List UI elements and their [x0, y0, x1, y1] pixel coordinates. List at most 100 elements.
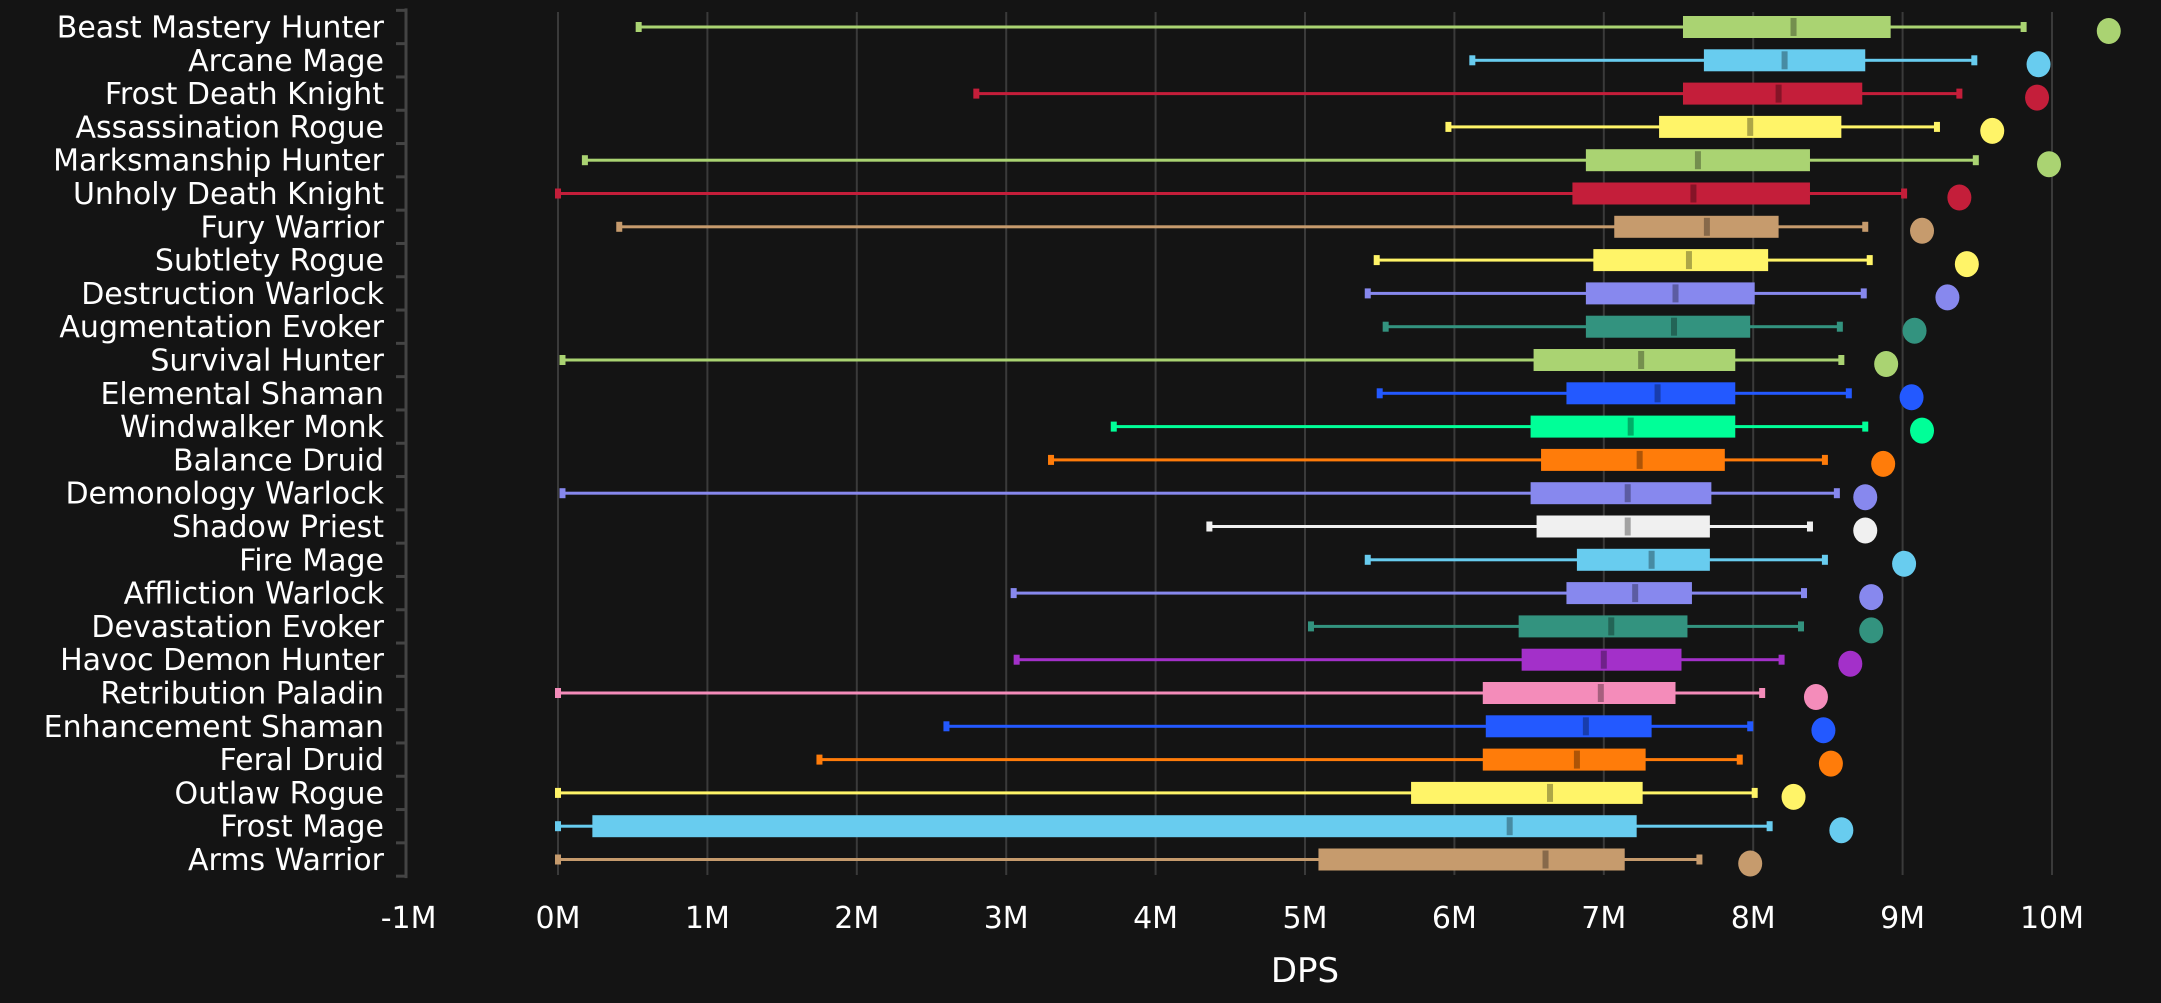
- median-marker: [1747, 117, 1754, 136]
- box-group: [616, 215, 1935, 244]
- whisker-min-cap: [1048, 454, 1055, 465]
- outlier-point: [1853, 517, 1878, 544]
- whisker: [976, 92, 1960, 96]
- y-tick-label: Unholy Death Knight: [73, 177, 384, 212]
- median-marker: [1600, 650, 1607, 669]
- whisker: [638, 25, 2024, 29]
- whisker-min-cap: [559, 488, 566, 499]
- box-group: [555, 682, 1828, 710]
- median-marker: [1690, 184, 1697, 203]
- outlier-point: [1902, 317, 1927, 344]
- x-tick-label: 3M: [984, 901, 1029, 936]
- median-marker: [1648, 550, 1655, 569]
- outlier-point: [1954, 251, 1979, 278]
- whisker-max-cap: [1806, 521, 1813, 532]
- y-tick-label: Windwalker Monk: [120, 410, 385, 445]
- x-tick-label: 10M: [2020, 901, 2084, 936]
- y-tick-label: Affliction Warlock: [124, 577, 385, 612]
- outlier-point: [2037, 151, 2062, 178]
- median-marker: [1694, 151, 1701, 170]
- box-group: [973, 82, 2050, 111]
- median-marker: [1685, 251, 1692, 270]
- box-group: [1048, 448, 1896, 477]
- median-marker: [1506, 817, 1513, 836]
- median-marker: [1624, 484, 1631, 503]
- iqr-box: [1566, 582, 1692, 605]
- outlier-point: [1899, 384, 1924, 411]
- median-marker: [1608, 617, 1615, 636]
- outlier-point: [1803, 684, 1828, 710]
- whisker: [1113, 425, 1866, 429]
- box-group: [1373, 249, 1979, 278]
- whisker-max-cap: [1766, 821, 1773, 832]
- outlier-point: [2026, 51, 2051, 78]
- whisker-max-cap: [1759, 688, 1766, 698]
- whisker-max-cap: [1751, 787, 1758, 798]
- y-tick-label: Destruction Warlock: [81, 277, 384, 312]
- outlier-point: [1853, 484, 1878, 511]
- iqr-box: [1682, 82, 1863, 105]
- box-group: [555, 815, 1854, 844]
- y-tick-label: Marksmanship Hunter: [53, 144, 385, 179]
- whisker-min-cap: [1307, 621, 1314, 632]
- iqr-box: [1485, 715, 1652, 738]
- whisker-min-cap: [1110, 421, 1117, 432]
- gridlines: [557, 12, 2053, 875]
- x-tick-label: 2M: [834, 901, 879, 936]
- x-tick-label: 1M: [685, 901, 730, 936]
- x-tick-label: 5M: [1283, 901, 1328, 936]
- x-tick-label: 6M: [1432, 901, 1477, 936]
- median-marker: [1624, 517, 1631, 536]
- whisker: [558, 858, 1700, 861]
- y-tick-label: Feral Druid: [220, 743, 385, 778]
- whisker-max-cap: [1845, 388, 1852, 399]
- whisker-max-cap: [1862, 421, 1869, 432]
- iqr-box: [1318, 848, 1625, 871]
- whisker-min-cap: [559, 355, 566, 365]
- iqr-box: [592, 815, 1637, 838]
- x-tick-label: 9M: [1880, 901, 1925, 936]
- whisker-max-cap: [1838, 355, 1845, 365]
- iqr-box: [1593, 249, 1769, 272]
- y-tick-label: Arms Warrior: [188, 843, 385, 878]
- iqr-box: [1682, 16, 1891, 38]
- median-marker: [1671, 317, 1678, 336]
- whisker-max-cap: [1696, 854, 1703, 865]
- whisker: [1051, 458, 1825, 462]
- median-marker: [1573, 750, 1580, 769]
- whisker-max-cap: [1860, 288, 1867, 299]
- median-marker: [1542, 850, 1549, 869]
- y-tick-label: Balance Druid: [173, 443, 384, 478]
- whisker-max-cap: [1778, 654, 1785, 665]
- median-marker: [1654, 384, 1661, 403]
- whisker-max-cap: [1971, 55, 1978, 66]
- outlier-point: [1935, 284, 1960, 311]
- median-marker: [1672, 284, 1679, 303]
- boxes: [555, 16, 2121, 877]
- box-group: [581, 149, 2062, 178]
- y-tick-label: Devastation Evoker: [91, 610, 384, 645]
- whisker-max-cap: [1798, 621, 1805, 632]
- median-marker: [1781, 51, 1788, 70]
- outlier-point: [1947, 184, 1972, 211]
- median-marker: [1703, 217, 1710, 236]
- box-group: [635, 16, 2121, 44]
- y-tick-label: Assassination Rogue: [75, 110, 384, 145]
- outlier-point: [1859, 617, 1884, 644]
- whisker-max-cap: [1901, 188, 1908, 199]
- outlier-point: [1859, 584, 1884, 611]
- whisker-min-cap: [581, 155, 588, 166]
- whisker-min-cap: [1364, 554, 1371, 565]
- whisker-min-cap: [1469, 55, 1476, 66]
- whisker-min-cap: [973, 88, 980, 99]
- y-tick-label: Elemental Shaman: [100, 377, 384, 412]
- median-marker: [1790, 18, 1797, 36]
- box-group: [559, 349, 1899, 377]
- y-tick-label: Fire Mage: [239, 543, 384, 578]
- outlier-point: [1910, 217, 1935, 244]
- x-axis-title: DPS: [1271, 951, 1339, 991]
- box-group: [1445, 115, 2005, 144]
- x-tick-label: 0M: [536, 901, 581, 936]
- whisker-max-cap: [1821, 454, 1828, 465]
